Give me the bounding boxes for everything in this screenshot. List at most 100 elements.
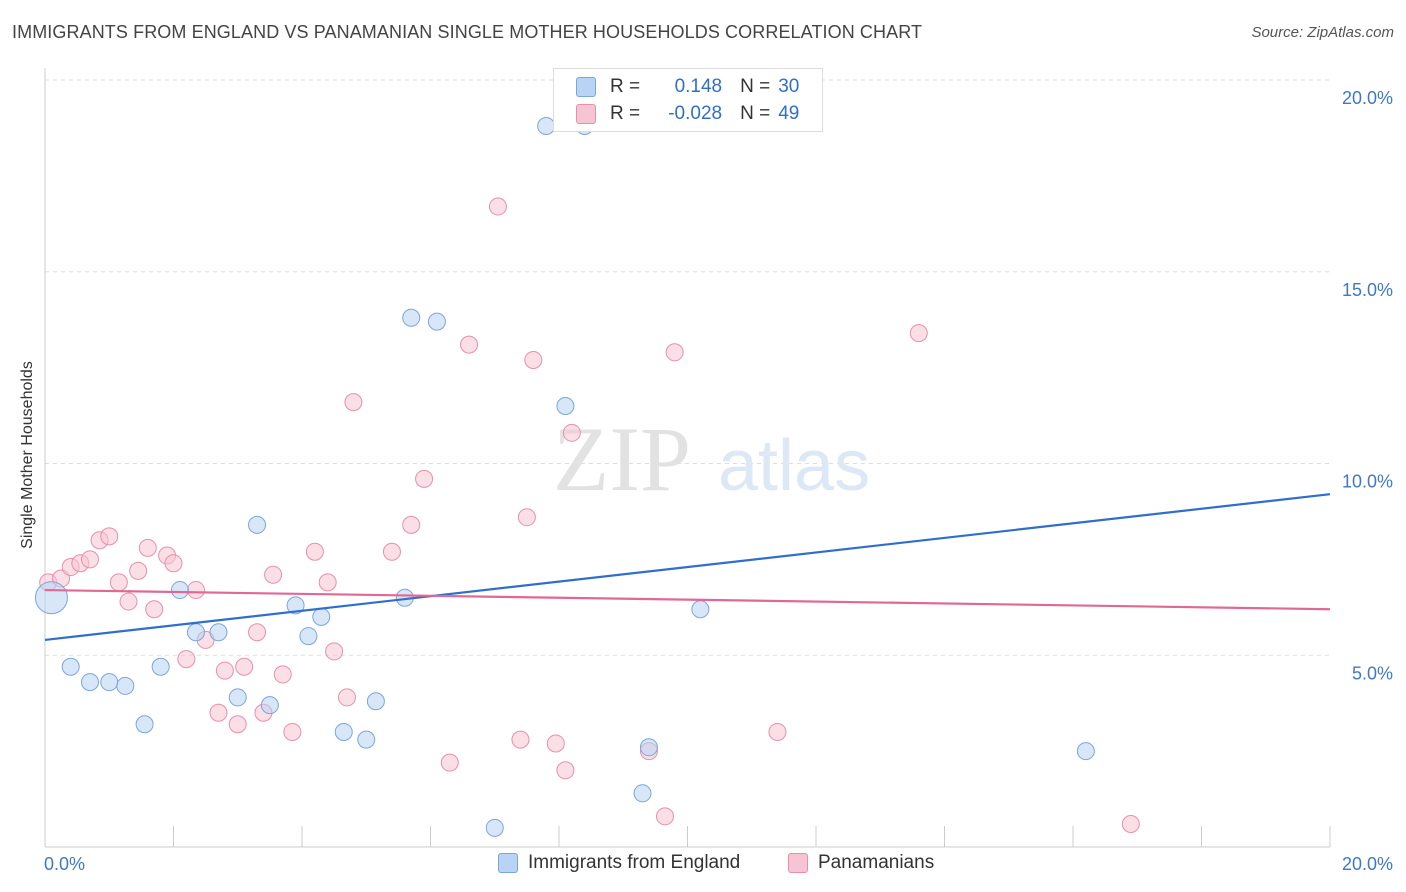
point-england <box>61 657 80 676</box>
point-panamanians <box>177 650 196 669</box>
watermark-zip: ZIP <box>553 408 691 510</box>
point-panamanians <box>337 688 356 707</box>
legend-label-england: Immigrants from England <box>528 852 741 873</box>
point-england <box>357 730 376 749</box>
point-panamanians <box>665 343 684 362</box>
legend-swatch-panamanians <box>788 853 808 873</box>
point-panamanians <box>382 542 401 561</box>
chart-title: IMMIGRANTS FROM ENGLAND VS PANAMANIAN SI… <box>12 22 923 42</box>
legend-n-value: 30 <box>778 76 800 97</box>
x-tick-label: 20.0% <box>1342 854 1393 874</box>
point-panamanians <box>517 508 536 527</box>
legend-swatch-panamanians <box>576 104 596 124</box>
point-panamanians <box>119 592 138 611</box>
legend-r-label: R = <box>610 103 641 124</box>
point-panamanians <box>415 469 434 488</box>
point-england <box>151 657 170 676</box>
point-panamanians <box>524 350 543 369</box>
point-england <box>427 312 446 331</box>
legend-r-value: 0.148 <box>674 76 723 97</box>
axes <box>44 68 1331 848</box>
point-england <box>116 676 135 695</box>
point-panamanians <box>511 730 530 749</box>
point-panamanians <box>402 515 421 534</box>
point-panamanians <box>138 538 157 557</box>
legend-n-label: N = <box>740 103 771 124</box>
point-panamanians <box>318 573 337 592</box>
point-england <box>1076 742 1095 761</box>
point-panamanians <box>556 761 575 780</box>
legend-n-value: 49 <box>778 103 800 124</box>
point-england <box>556 396 575 415</box>
point-panamanians <box>164 554 183 573</box>
point-panamanians <box>109 573 128 592</box>
point-england <box>248 515 267 534</box>
point-panamanians <box>488 197 507 216</box>
point-panamanians <box>228 715 247 734</box>
legend-n-label: N = <box>740 76 771 97</box>
point-panamanians <box>460 335 479 354</box>
point-england <box>639 738 658 757</box>
x-tick-label: 0.0% <box>44 854 85 874</box>
point-panamanians <box>1121 814 1140 833</box>
point-panamanians <box>215 661 234 680</box>
legend-row-england: R = 0.148 N = 30 <box>576 76 799 98</box>
y-tick-label: 15.0% <box>1342 280 1393 300</box>
point-panamanians <box>283 722 302 741</box>
point-england <box>34 581 68 615</box>
point-panamanians <box>768 722 787 741</box>
point-england <box>299 627 318 646</box>
watermark: ZIP atlas <box>553 408 870 510</box>
point-england <box>80 673 99 692</box>
point-england <box>100 673 119 692</box>
legend-r-label: R = <box>610 76 641 97</box>
point-panamanians <box>100 527 119 546</box>
point-england <box>633 784 652 803</box>
legend-r-value: -0.028 <box>668 103 723 124</box>
point-england <box>209 623 228 642</box>
legend-row-panamanians: R = -0.028 N = 49 <box>576 103 799 125</box>
point-panamanians <box>235 657 254 676</box>
point-england <box>186 623 205 642</box>
trend-lines <box>44 493 1331 642</box>
point-england <box>366 692 385 711</box>
point-panamanians <box>129 561 148 580</box>
point-panamanians <box>209 703 228 722</box>
point-panamanians <box>546 734 565 753</box>
point-panamanians <box>248 623 267 642</box>
series-legend: Immigrants from England Panamanians <box>0 852 1406 878</box>
legend-item-panamanians[interactable]: Panamanians <box>788 852 934 874</box>
point-england <box>286 596 305 615</box>
point-panamanians <box>440 753 459 772</box>
point-england <box>402 308 421 327</box>
point-england <box>228 688 247 707</box>
trend-line-panamanians <box>44 588 1331 611</box>
point-panamanians <box>186 581 205 600</box>
tick-labels: 5.0% 10.0% 15.0% 20.0% 0.0% 20.0% <box>44 88 1393 874</box>
point-panamanians <box>145 600 164 619</box>
correlation-legend: R = 0.148 N = 30 R = -0.028 N = 49 <box>553 68 823 132</box>
trend-line-england <box>44 493 1331 642</box>
legend-label-panamanians: Panamanians <box>818 852 935 873</box>
point-england <box>260 696 279 715</box>
point-panamanians <box>80 550 99 569</box>
point-panamanians <box>325 642 344 661</box>
legend-swatch-england <box>576 77 596 97</box>
point-panamanians <box>305 542 324 561</box>
point-panamanians <box>562 423 581 442</box>
point-panamanians <box>264 565 283 584</box>
point-england <box>485 818 504 837</box>
legend-swatch-england <box>498 853 518 873</box>
point-england <box>312 607 331 626</box>
watermark-atlas: atlas <box>718 426 870 506</box>
y-tick-label: 5.0% <box>1352 663 1393 683</box>
point-panamanians <box>656 807 675 826</box>
grid-lines <box>45 79 1330 656</box>
point-panamanians <box>909 324 928 343</box>
legend-item-england[interactable]: Immigrants from England <box>498 852 740 874</box>
point-england <box>170 581 189 600</box>
y-tick-label: 20.0% <box>1342 88 1393 108</box>
y-tick-label: 10.0% <box>1342 472 1393 492</box>
source-credit: Source: ZipAtlas.com <box>1251 24 1394 41</box>
